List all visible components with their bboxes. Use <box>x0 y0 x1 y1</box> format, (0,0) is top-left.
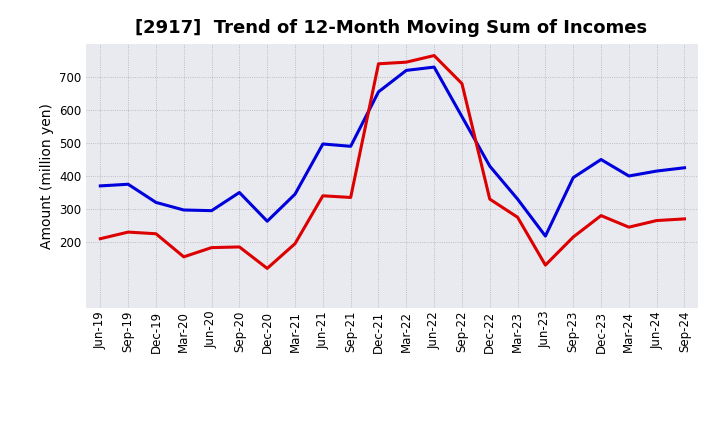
Net Income <box>624 224 633 230</box>
Ordinary Income <box>96 183 104 188</box>
Net Income <box>96 236 104 241</box>
Text: [2917]  Trend of 12-Month Moving Sum of Incomes: [2917] Trend of 12-Month Moving Sum of I… <box>135 19 647 37</box>
Net Income <box>374 61 383 66</box>
Ordinary Income <box>179 207 188 213</box>
Net Income <box>263 266 271 271</box>
Line: Net Income: Net Income <box>100 55 685 268</box>
Net Income <box>207 245 216 250</box>
Ordinary Income <box>207 208 216 213</box>
Net Income <box>680 216 689 221</box>
Ordinary Income <box>569 175 577 180</box>
Ordinary Income <box>652 169 661 174</box>
Net Income <box>513 215 522 220</box>
Net Income <box>652 218 661 223</box>
Net Income <box>541 262 550 268</box>
Net Income <box>569 235 577 240</box>
Net Income <box>235 244 243 249</box>
Ordinary Income <box>402 68 410 73</box>
Y-axis label: Amount (million yen): Amount (million yen) <box>40 103 54 249</box>
Ordinary Income <box>124 182 132 187</box>
Ordinary Income <box>624 173 633 179</box>
Ordinary Income <box>541 233 550 238</box>
Net Income <box>458 81 467 86</box>
Net Income <box>402 59 410 65</box>
Net Income <box>430 53 438 58</box>
Ordinary Income <box>680 165 689 170</box>
Ordinary Income <box>152 200 161 205</box>
Ordinary Income <box>291 191 300 197</box>
Ordinary Income <box>513 196 522 202</box>
Ordinary Income <box>318 141 327 147</box>
Net Income <box>179 254 188 260</box>
Net Income <box>346 195 355 200</box>
Ordinary Income <box>346 143 355 149</box>
Net Income <box>291 241 300 246</box>
Ordinary Income <box>458 114 467 119</box>
Net Income <box>124 230 132 235</box>
Ordinary Income <box>485 163 494 169</box>
Net Income <box>597 213 606 218</box>
Ordinary Income <box>374 89 383 95</box>
Ordinary Income <box>263 219 271 224</box>
Net Income <box>152 231 161 236</box>
Line: Ordinary Income: Ordinary Income <box>100 67 685 236</box>
Ordinary Income <box>235 190 243 195</box>
Ordinary Income <box>430 64 438 70</box>
Net Income <box>318 193 327 198</box>
Ordinary Income <box>597 157 606 162</box>
Net Income <box>485 196 494 202</box>
